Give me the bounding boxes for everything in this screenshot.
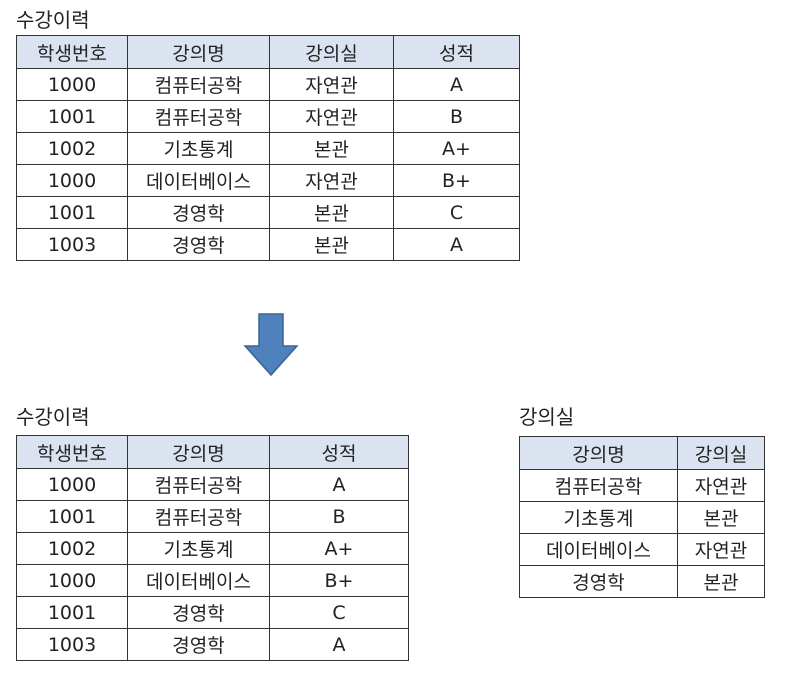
table-cell: 1000 (16, 68, 128, 101)
table-row: 1000 데이터베이스 자연관 B+ (16, 164, 520, 197)
table-cell: 1000 (16, 164, 128, 197)
table-row: 1001 컴퓨터공학 B (16, 500, 409, 533)
table-cell: 1000 (16, 468, 128, 501)
column-header: 강의실 (269, 35, 394, 69)
table-cell: 본관 (677, 565, 765, 598)
table-row: 1002 기초통계 A+ (16, 532, 409, 565)
arrow-down-shape (243, 313, 299, 377)
table-cell: 1002 (16, 532, 128, 565)
table-cell: 경영학 (127, 596, 270, 629)
room-table: 강의명 강의실 컴퓨터공학 자연관 기초통계 본관 데이터베이스 자연관 경영학… (519, 436, 765, 598)
table-cell: 컴퓨터공학 (127, 500, 270, 533)
table-row: 1001 경영학 C (16, 596, 409, 629)
table-cell: B+ (393, 164, 520, 197)
table-row: 기초통계 본관 (519, 501, 765, 534)
table-row: 1001 컴퓨터공학 자연관 B (16, 100, 520, 133)
table-header-row: 강의명 강의실 (519, 436, 765, 470)
table-row: 1000 데이터베이스 B+ (16, 564, 409, 597)
table-cell: 데이터베이스 (127, 164, 270, 197)
table-cell: 1002 (16, 132, 128, 165)
table-row: 1003 경영학 A (16, 628, 409, 661)
arrow-down-icon (243, 313, 299, 377)
column-header: 강의명 (519, 436, 678, 470)
table-cell: 기초통계 (127, 132, 270, 165)
history-table-title: 수강이력 (16, 405, 90, 429)
table-header-row: 학생번호 강의명 강의실 성적 (16, 35, 520, 69)
table-cell: 기초통계 (519, 501, 678, 534)
table-row: 1000 컴퓨터공학 A (16, 468, 409, 501)
table-cell: 자연관 (677, 533, 765, 566)
table-row: 경영학 본관 (519, 565, 765, 598)
table-cell: 1001 (16, 596, 128, 629)
table-header-row: 학생번호 강의명 성적 (16, 435, 409, 469)
table-cell: 1003 (16, 228, 128, 261)
table-cell: 경영학 (127, 228, 270, 261)
column-header: 강의명 (127, 435, 270, 469)
table-row: 1001 경영학 본관 C (16, 196, 520, 229)
history-table: 학생번호 강의명 성적 1000 컴퓨터공학 A 1001 컴퓨터공학 B 10… (16, 435, 409, 661)
column-header: 강의실 (677, 436, 765, 470)
table-cell: 컴퓨터공학 (519, 469, 678, 502)
table-cell: C (269, 596, 409, 629)
table-cell: 자연관 (269, 100, 394, 133)
table-cell: 자연관 (677, 469, 765, 502)
table-cell: 데이터베이스 (127, 564, 270, 597)
table-cell: B (269, 500, 409, 533)
column-header: 학생번호 (16, 435, 128, 469)
table-cell: 컴퓨터공학 (127, 68, 270, 101)
column-header: 학생번호 (16, 35, 128, 69)
table-cell: 본관 (269, 228, 394, 261)
table-cell: 컴퓨터공학 (127, 100, 270, 133)
table-cell: 1000 (16, 564, 128, 597)
table-cell: A+ (393, 132, 520, 165)
table-cell: 1001 (16, 100, 128, 133)
table-cell: A (393, 228, 520, 261)
table-cell: 데이터베이스 (519, 533, 678, 566)
table-cell: C (393, 196, 520, 229)
table-cell: 본관 (269, 132, 394, 165)
table-cell: 경영학 (519, 565, 678, 598)
original-table: 학생번호 강의명 강의실 성적 1000 컴퓨터공학 자연관 A 1001 컴퓨… (16, 35, 520, 261)
table-cell: 기초통계 (127, 532, 270, 565)
table-cell: B+ (269, 564, 409, 597)
table-cell: 본관 (677, 501, 765, 534)
table-cell: 경영학 (127, 628, 270, 661)
table-cell: 컴퓨터공학 (127, 468, 270, 501)
column-header: 강의명 (127, 35, 270, 69)
table-row: 데이터베이스 자연관 (519, 533, 765, 566)
table-row: 컴퓨터공학 자연관 (519, 469, 765, 502)
room-table-title: 강의실 (519, 405, 575, 429)
table-cell: 1001 (16, 500, 128, 533)
table-cell: 1003 (16, 628, 128, 661)
table-cell: 본관 (269, 196, 394, 229)
table-row: 1000 컴퓨터공학 자연관 A (16, 68, 520, 101)
original-table-title: 수강이력 (16, 8, 90, 32)
table-row: 1003 경영학 본관 A (16, 228, 520, 261)
column-header: 성적 (269, 435, 409, 469)
table-cell: 1001 (16, 196, 128, 229)
table-cell: A (269, 628, 409, 661)
table-cell: 경영학 (127, 196, 270, 229)
table-cell: A (269, 468, 409, 501)
table-cell: A (393, 68, 520, 101)
table-cell: A+ (269, 532, 409, 565)
table-cell: 자연관 (269, 68, 394, 101)
column-header: 성적 (393, 35, 520, 69)
table-cell: B (393, 100, 520, 133)
table-row: 1002 기초통계 본관 A+ (16, 132, 520, 165)
table-cell: 자연관 (269, 164, 394, 197)
